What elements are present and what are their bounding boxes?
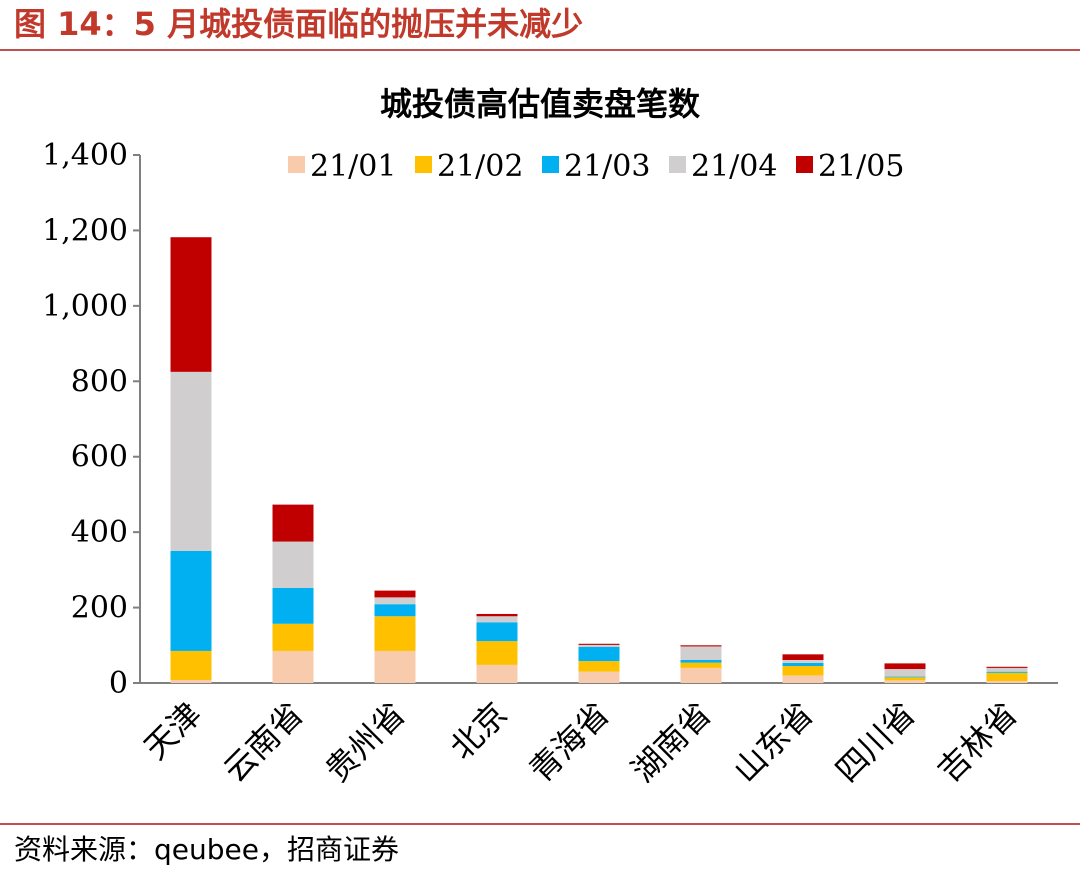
bar-segment [884, 677, 926, 681]
bar-segment [986, 672, 1028, 682]
legend-swatch [669, 156, 686, 173]
x-tick-label: 湖南省 [624, 695, 719, 790]
y-tick-label: 600 [71, 440, 128, 475]
bar-segment [884, 663, 926, 670]
legend-swatch [542, 156, 559, 173]
y-tick-label: 1,000 [42, 289, 128, 324]
bar-segment [782, 666, 824, 676]
legend-label: 21/03 [564, 149, 650, 184]
bar-segment [680, 662, 722, 668]
bar-segment [170, 371, 212, 551]
legend-swatch [415, 156, 432, 173]
bar-segment [680, 646, 722, 660]
bar-segment [374, 597, 416, 605]
bar-segment [272, 587, 314, 624]
bar-segment [680, 667, 722, 683]
y-tick-label: 0 [109, 666, 128, 701]
bar-segment [578, 671, 620, 683]
y-axis: 0 200 400 600 800 1,000 1,200 1,400 [42, 138, 141, 701]
bars [170, 237, 1028, 683]
bar-segment [782, 659, 824, 664]
bar-segment [476, 664, 518, 683]
x-tick-label: 四川省 [828, 695, 923, 790]
bar-segment [578, 644, 620, 647]
bar-segment [476, 641, 518, 665]
bar-segment [986, 681, 1028, 683]
legend-swatch [288, 156, 305, 173]
x-tick-label: 山东省 [726, 695, 821, 790]
source-note: 资料来源：qeubee，招商证券 [14, 833, 399, 866]
legend-item: 21/04 [669, 149, 777, 184]
x-tick-label: 天津 [137, 695, 209, 767]
bar-segment [476, 613, 518, 617]
bar-segment [374, 590, 416, 598]
legend: 21/01 21/02 21/03 21/04 21/05 [288, 149, 904, 184]
bar-segment [374, 616, 416, 651]
y-tick-label: 1,200 [42, 213, 128, 248]
bar-segment [884, 680, 926, 683]
bar-segment [782, 663, 824, 667]
chart-title: 城投债高估值卖盘笔数 [380, 85, 701, 123]
bar-segment [374, 604, 416, 617]
x-tick-label: 云南省 [216, 695, 311, 790]
bar-segment [680, 659, 722, 663]
bar-segment [272, 504, 314, 542]
bar-segment [374, 650, 416, 683]
x-tick-label: 北京 [443, 695, 515, 767]
bar-segment [170, 679, 212, 683]
bar-segment [272, 541, 314, 588]
bar-segment [272, 650, 314, 683]
bar-segment [986, 666, 1028, 668]
legend-label: 21/05 [818, 149, 904, 184]
legend-label: 21/02 [437, 149, 523, 184]
legend-item: 21/03 [542, 149, 650, 184]
bar-segment [272, 623, 314, 651]
x-tick-label: 贵州省 [318, 695, 413, 790]
bar-segment [578, 643, 620, 645]
figure-title: 图 14：5 月城投债面临的抛压并未减少 [14, 5, 584, 43]
bar-segment [578, 661, 620, 672]
source-divider [0, 823, 1080, 825]
bar-segment [884, 676, 926, 678]
bar-segment [986, 671, 1028, 673]
bar-segment [476, 622, 518, 642]
bar-segment [986, 667, 1028, 672]
stacked-bar-chart: 城投债高估值卖盘笔数 02004006008001,0001,2001,400 … [42, 85, 1058, 790]
y-tick-label: 400 [71, 515, 128, 550]
bar-segment [884, 669, 926, 677]
x-tick-label: 吉林省 [930, 695, 1025, 790]
x-axis: 天津 云南省 贵州省 北京 青海省 湖南省 山东省 四川省 吉林省 [137, 682, 1058, 790]
legend-item: 21/05 [796, 149, 904, 184]
legend-label: 21/01 [310, 149, 396, 184]
y-tick-label: 1,400 [42, 138, 128, 173]
bar-segment [578, 646, 620, 662]
bar-segment [476, 616, 518, 623]
legend-label: 21/04 [691, 149, 777, 184]
bar-segment [782, 654, 824, 660]
bar-segment [680, 645, 722, 647]
bar-segment [782, 675, 824, 683]
legend-swatch [796, 156, 813, 173]
x-tick-label: 青海省 [522, 695, 617, 790]
legend-item: 21/01 [288, 149, 396, 184]
bar-segment [170, 551, 212, 651]
y-tick-label: 800 [71, 364, 128, 399]
bar-segment [170, 237, 212, 372]
legend-item: 21/02 [415, 149, 523, 184]
title-divider [0, 49, 1080, 51]
y-tick-label: 200 [71, 591, 128, 626]
bar-segment [170, 650, 212, 680]
